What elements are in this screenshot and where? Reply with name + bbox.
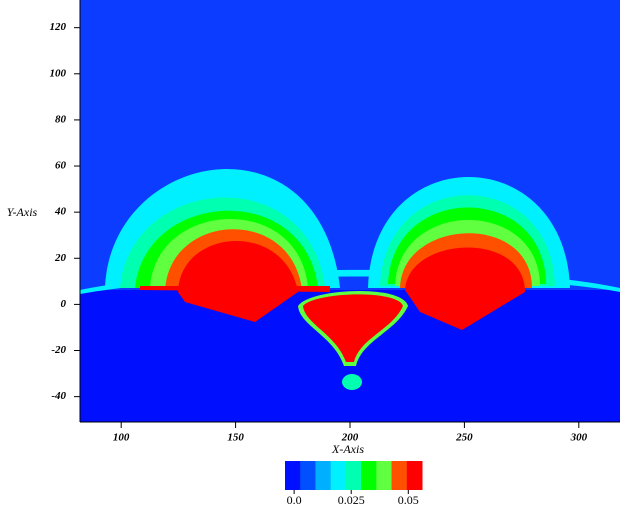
y-tick-label: 0: [61, 298, 67, 310]
contour: [342, 374, 362, 390]
colorbar-swatch: [345, 461, 362, 490]
y-tick-label: 80: [55, 113, 67, 125]
contour: [405, 247, 525, 330]
y-tick-label: 20: [54, 252, 67, 264]
colorbar-tick-label: 0.05: [398, 493, 419, 506]
x-tick-label: 150: [227, 432, 244, 444]
colorbar-swatch: [406, 461, 423, 490]
x-tick-label: 300: [570, 432, 588, 444]
y-tick-label: 60: [55, 160, 67, 172]
y-tick-label: 100: [50, 67, 67, 79]
y-tick-label: 120: [50, 21, 67, 33]
colorbar-swatch: [300, 461, 316, 490]
y-tick-label: -20: [51, 344, 66, 356]
x-tick-label: 200: [341, 432, 359, 444]
contour: [303, 294, 403, 362]
colorbar-tick-label: 0.025: [338, 493, 365, 506]
colorbar-swatch: [376, 461, 393, 490]
x-axis-label: X-Axis: [331, 442, 364, 456]
colorbar-swatch: [315, 461, 332, 490]
colorbar-swatch: [330, 461, 347, 490]
x-tick-label: 100: [113, 432, 130, 444]
y-axis-label: Y-Axis: [7, 205, 38, 219]
colorbar-swatch: [391, 461, 408, 490]
x-tick-label: 250: [455, 432, 473, 444]
colorbar-swatch: [285, 461, 301, 490]
y-tick-label: -40: [51, 390, 66, 402]
colorbar-tick-label: 0.0: [287, 493, 302, 506]
colorbar-swatch: [361, 461, 377, 490]
field: [80, 169, 620, 422]
contour: [140, 286, 330, 292]
contour: [178, 240, 298, 322]
y-tick-label: 40: [54, 206, 67, 218]
